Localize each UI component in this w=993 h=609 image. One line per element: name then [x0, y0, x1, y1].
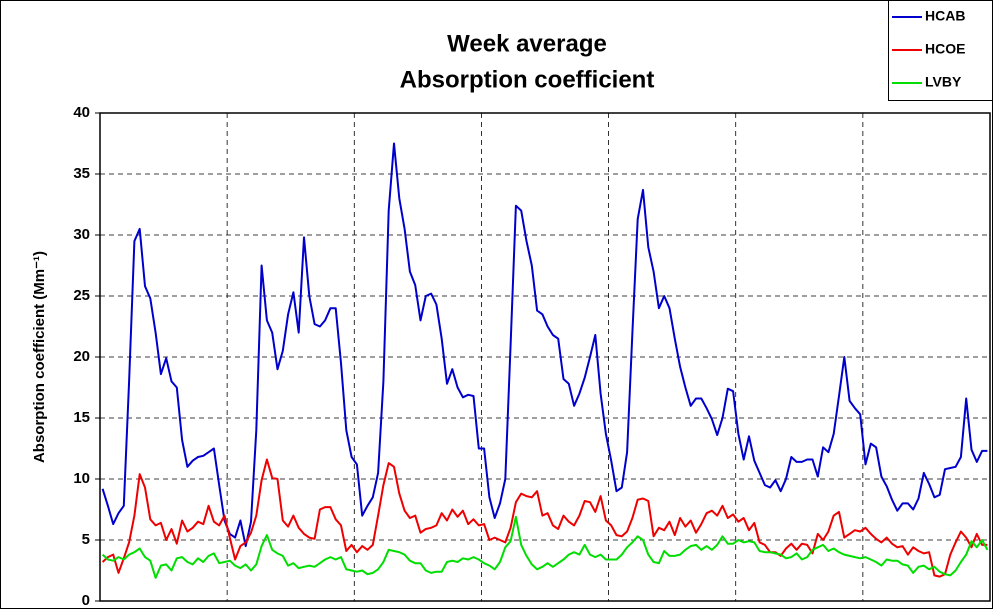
legend-label: HCAB: [925, 8, 965, 24]
y-tick-label: 40: [73, 104, 90, 121]
y-tick-label: 20: [73, 348, 90, 365]
y-tick-label: 35: [73, 165, 90, 182]
series-line: [101, 458, 988, 578]
y-axis-label: Absorption coefficient (Mm⁻¹): [31, 251, 48, 463]
legend-label: LVBY: [925, 74, 962, 90]
y-tick-label: 25: [73, 287, 90, 304]
y-tick-label: 30: [73, 226, 90, 243]
chart-title: Week average: [447, 30, 607, 57]
y-tick-label: 15: [73, 409, 90, 426]
series-line: [101, 515, 989, 579]
y-tick-label: 0: [82, 592, 90, 609]
series-line: [101, 142, 988, 548]
y-tick-label: 10: [73, 470, 90, 487]
chart-subtitle: Absorption coefficient: [400, 66, 655, 93]
legend-label: HCOE: [925, 41, 965, 57]
y-tick-label: 5: [82, 531, 90, 548]
plot-frame: [99, 112, 991, 602]
